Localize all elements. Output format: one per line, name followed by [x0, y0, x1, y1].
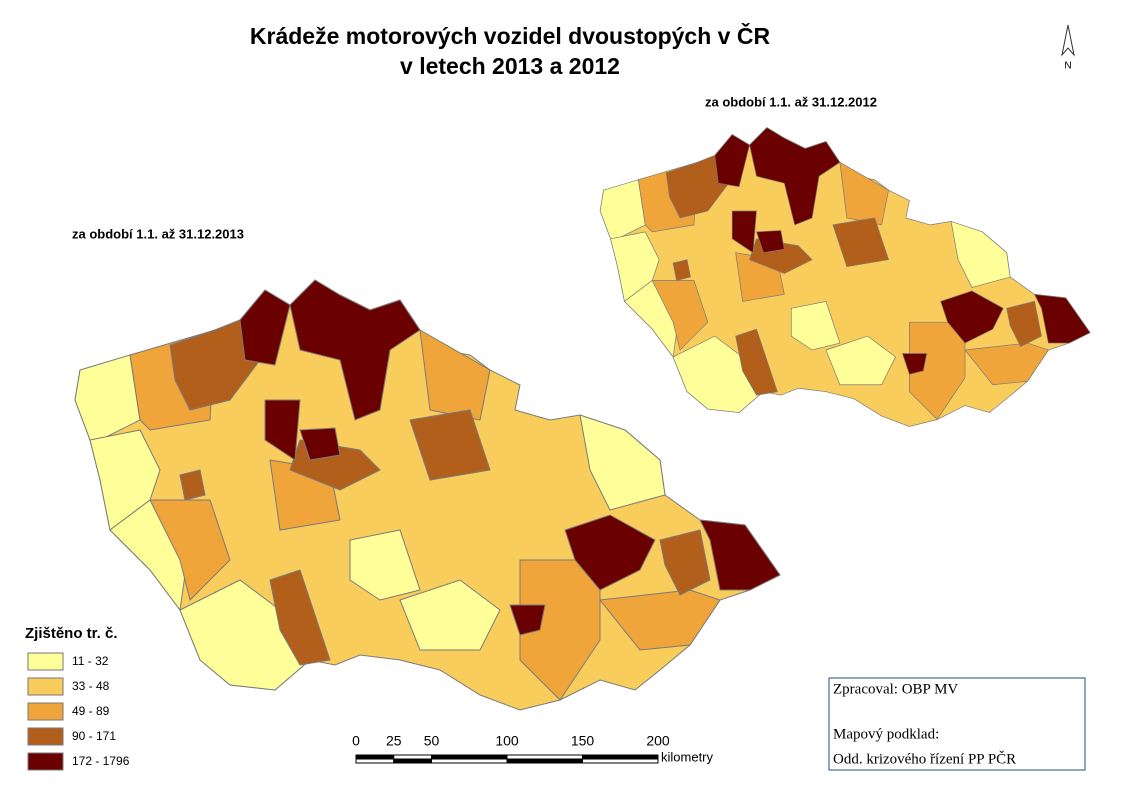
north-arrow	[1061, 24, 1075, 57]
scale-tick-label: 100	[495, 733, 519, 749]
legend-swatch	[27, 752, 64, 771]
scale-segment	[355, 754, 395, 760]
scale-segment	[393, 758, 432, 764]
scale-segment	[355, 758, 395, 764]
legend-label: 90 - 171	[72, 729, 116, 743]
scale-tick-label: 50	[424, 733, 440, 749]
legend: Zjištěno tr. č. 11 - 32 33 - 48 49 - 89 90 …	[25, 625, 130, 771]
credits-box	[828, 677, 1086, 771]
credit-line: Zpracoval: OBP MV	[833, 681, 958, 697]
scale-unit: kilometry	[661, 749, 714, 764]
scale-segment	[431, 758, 508, 764]
scale-tick-label: 200	[646, 733, 670, 749]
legend-label: 33 - 48	[72, 679, 110, 693]
title-line: Krádeže motorových vozidel dvoustopých v…	[250, 22, 771, 49]
legend-swatch	[27, 702, 64, 721]
scale-segment	[393, 754, 432, 760]
legend-swatch	[27, 727, 64, 746]
north-label: N	[1064, 61, 1071, 72]
scale-tick-label: 0	[352, 733, 360, 749]
scale-tick-label: 150	[571, 733, 595, 749]
scale-segment	[506, 758, 583, 764]
legend-swatch	[27, 652, 64, 671]
legend-label: 11 - 32	[72, 654, 109, 668]
scale-segment	[582, 754, 659, 760]
legend-label: 49 - 89	[72, 704, 110, 718]
credit-line: Odd. krizového řízení PP PČR	[833, 750, 1016, 767]
map-subtitle: za období 1.1. až 31.12.2012	[705, 94, 877, 109]
legend-label: 172 - 1796	[72, 754, 130, 768]
map-subtitle: za období 1.1. až 31.12.2013	[72, 226, 244, 241]
title-line: v letech 2013 a 2012	[400, 53, 620, 79]
credit-line: Mapový podklad:	[833, 726, 939, 742]
scale-segment	[582, 758, 659, 764]
scale-tick-label: 25	[386, 733, 402, 749]
scale-segment	[506, 754, 583, 760]
map-2012	[599, 127, 1091, 427]
scale-segment	[431, 754, 508, 760]
legend-title: Zjištěno tr. č.	[25, 625, 118, 642]
legend-swatch	[27, 677, 64, 696]
